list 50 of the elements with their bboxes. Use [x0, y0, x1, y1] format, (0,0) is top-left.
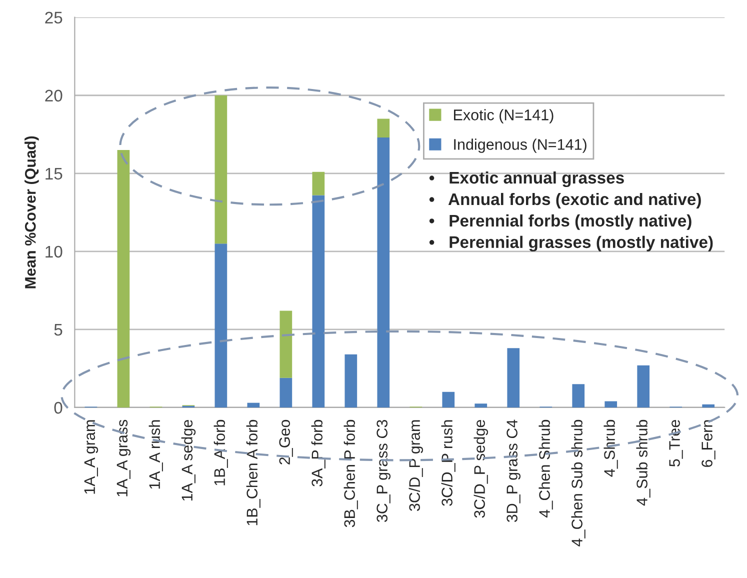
- x-tick-label: 3C/D_P sedge: [474, 420, 488, 518]
- bar: [214, 95, 228, 244]
- y-tick-label: 0: [54, 402, 62, 414]
- y-tick-label: 20: [45, 90, 62, 102]
- bar: [474, 404, 488, 408]
- bar: [377, 138, 390, 408]
- bar: [702, 404, 715, 408]
- x-tick-label: 1A_A rush: [148, 420, 163, 489]
- bar: [280, 310, 292, 378]
- x-tick-label: 6_Fern: [702, 420, 716, 467]
- y-tick-label: 25: [45, 12, 62, 24]
- x-tick-label: 1A_A grass: [116, 420, 131, 496]
- bar: [280, 378, 292, 408]
- bar: [637, 365, 650, 408]
- annotation: • Perennial grasses (mostly native): [429, 236, 713, 252]
- x-tick-label: 3B_Chen P forb: [344, 420, 358, 528]
- bar: [604, 401, 618, 408]
- bar: [214, 244, 228, 408]
- x-tick-label: 4_Shrub: [604, 420, 618, 477]
- bar: [572, 384, 585, 408]
- bar: [117, 150, 130, 408]
- bar: [312, 172, 325, 196]
- x-tick-label: 4_Chen Sub shrub: [571, 420, 586, 546]
- x-tick-label: 1A_A sedge: [181, 420, 196, 501]
- x-tick-label: 5_Tree: [669, 420, 683, 467]
- bar: [377, 118, 390, 138]
- annotation: • Exotic annual grasses: [429, 171, 624, 188]
- bar: [344, 354, 358, 408]
- annotation: • Perennial forbs (mostly native): [429, 214, 692, 230]
- bar: [312, 195, 325, 408]
- x-tick-label: 4_Chen Shrub: [538, 420, 553, 518]
- x-tick-label: 1B_A forb: [214, 420, 228, 486]
- legend-label: Indigenous (N=141): [454, 138, 586, 153]
- bar: [247, 402, 260, 408]
- y-tick-label: 10: [46, 246, 62, 258]
- x-tick-label: 4_Sub shrub: [636, 420, 650, 506]
- x-tick-label: 1A_A gram: [84, 420, 98, 494]
- x-tick-label: 1B_Chen A forb: [246, 420, 260, 526]
- x-tick-label: 2_Geo: [279, 420, 293, 464]
- x-tick-label: 3D_P grass C4: [506, 420, 520, 522]
- y-tick-label: 15: [46, 168, 62, 180]
- x-tick-label: 3C/D_P rush: [441, 420, 456, 506]
- x-tick-label: 3C/D_P gram: [408, 420, 424, 511]
- y-axis-title: Mean %Cover (Quad): [24, 136, 39, 288]
- annotation: • Annual forbs (exotic and native): [429, 192, 701, 208]
- y-tick-label: 5: [54, 324, 62, 336]
- x-tick-label: 3A_P forb: [311, 420, 326, 486]
- bar: [507, 348, 520, 408]
- bar: [442, 392, 455, 408]
- legend-label: Exotic (N=141): [454, 109, 554, 124]
